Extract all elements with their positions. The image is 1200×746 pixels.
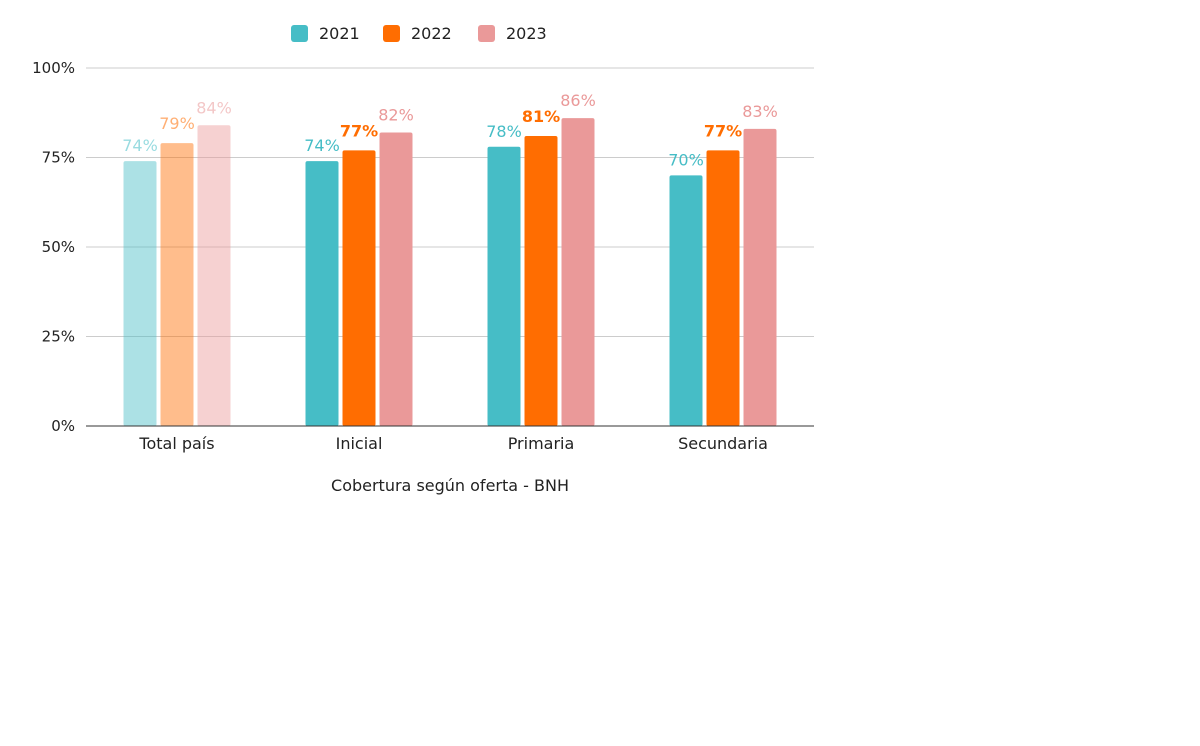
bars — [123, 118, 777, 427]
bar — [743, 128, 777, 427]
legend: 2021 2022 2023 — [291, 24, 547, 43]
y-tick-label: 0% — [51, 417, 75, 435]
bar — [487, 146, 521, 426]
data-label: 70% — [668, 150, 704, 169]
data-label: 82% — [378, 105, 414, 124]
bar — [197, 125, 231, 426]
data-label: 78% — [486, 122, 522, 141]
bar — [123, 161, 157, 426]
x-tick-label: Secundaria — [678, 434, 768, 453]
bar — [342, 150, 376, 426]
x-axis-title: Cobertura según oferta - BNH — [331, 476, 569, 495]
y-tick-label: 100% — [32, 59, 75, 77]
legend-label: 2023 — [506, 24, 547, 43]
gridlines — [86, 67, 814, 337]
data-label: 84% — [196, 98, 232, 117]
bar — [305, 161, 339, 426]
data-label: 77% — [340, 121, 378, 140]
data-label: 74% — [122, 136, 158, 155]
x-tick-label: Inicial — [336, 434, 383, 453]
legend-swatch — [291, 25, 308, 42]
x-tick-label: Primaria — [508, 434, 575, 453]
x-tick-label: Total país — [138, 434, 214, 453]
axes: 0% 25% 50% 75% 100% Total país Inicial Primaria… — [32, 59, 814, 453]
legend-swatch — [383, 25, 400, 42]
legend-label: 2022 — [411, 24, 452, 43]
bar — [379, 132, 413, 426]
data-labels: 74%79%84%74%77%82%78%81%86%70%77%83% — [122, 91, 778, 169]
data-label: 83% — [742, 102, 778, 121]
bar — [160, 143, 194, 426]
data-label: 77% — [704, 121, 742, 140]
bar — [524, 136, 558, 426]
bar — [669, 175, 703, 426]
bar — [561, 118, 595, 427]
legend-swatch — [478, 25, 495, 42]
data-label: 86% — [560, 91, 596, 110]
y-tick-label: 50% — [42, 238, 75, 256]
data-label: 81% — [522, 107, 560, 126]
data-label: 79% — [159, 114, 195, 133]
data-label: 74% — [304, 136, 340, 155]
y-tick-label: 25% — [42, 328, 75, 346]
y-tick-label: 75% — [42, 149, 75, 167]
bar — [706, 150, 740, 426]
legend-label: 2021 — [319, 24, 360, 43]
